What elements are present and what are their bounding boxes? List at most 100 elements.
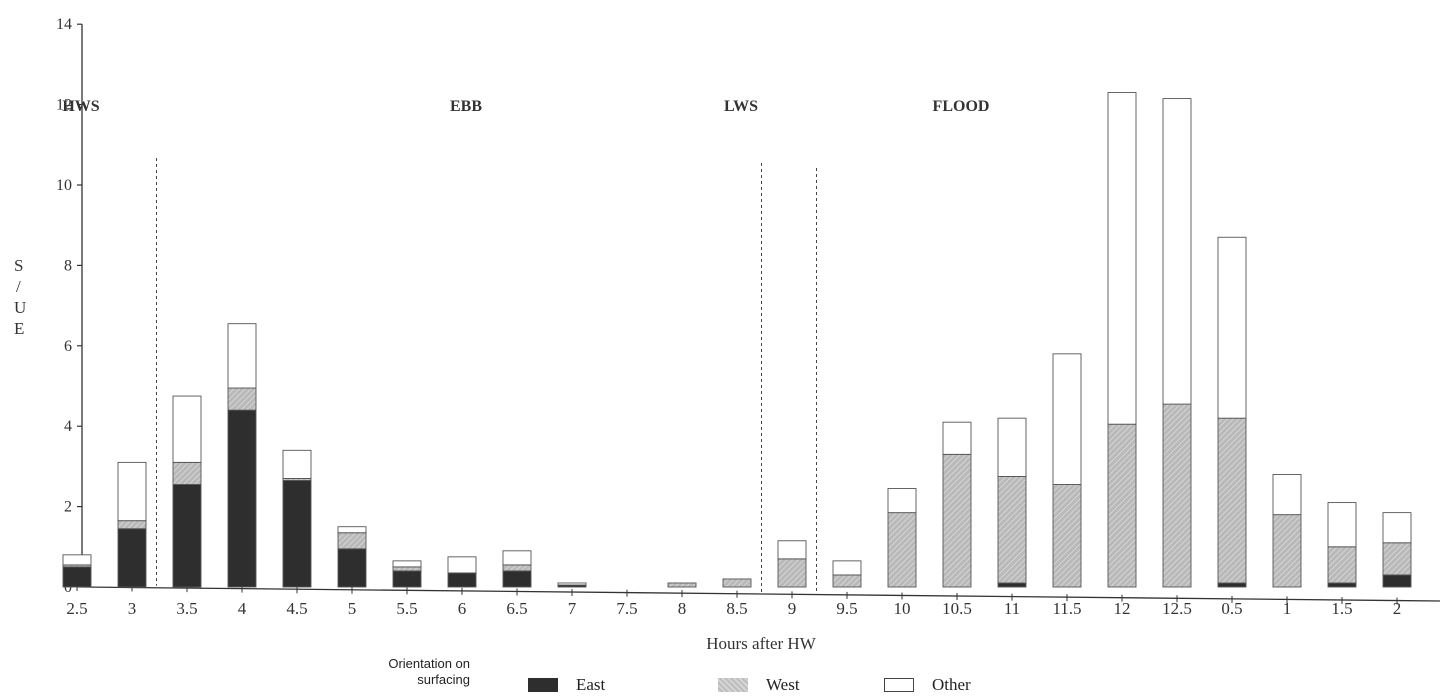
- x-tick-label: 1.5: [1331, 599, 1352, 618]
- bar-segment-other: [887, 488, 917, 514]
- bar-segment-other: [117, 461, 147, 522]
- x-tick-label: 3: [128, 599, 137, 618]
- bar-segment-east: [447, 572, 477, 588]
- legend-label-east: East: [576, 675, 606, 694]
- phase-label: EBB: [450, 98, 482, 115]
- legend-item-east: East: [528, 674, 605, 696]
- x-tick-label: 6: [458, 599, 467, 618]
- legend-swatch-west: [718, 678, 748, 692]
- legend-item-other: Other: [884, 674, 971, 696]
- bar-segment-other: [227, 323, 257, 389]
- bar-segment-other: [942, 421, 972, 455]
- x-tick-label: 1: [1283, 599, 1292, 618]
- bar-segment-east: [392, 570, 422, 588]
- bar-segment-west: [227, 387, 257, 411]
- bar-segment-other: [447, 556, 477, 574]
- bar-segment-east: [1217, 582, 1247, 588]
- bars: [62, 92, 1412, 588]
- bar-segment-east: [1327, 582, 1357, 588]
- x-tick-label: 8: [678, 599, 687, 618]
- y-tick-label: 12: [56, 97, 72, 114]
- y-tick-label: 10: [56, 177, 72, 194]
- bar-segment-west: [1272, 514, 1302, 588]
- x-axis-label: Hours after HW: [706, 634, 816, 653]
- x-tick-label: 2: [1393, 599, 1402, 618]
- bar-segment-east: [1382, 574, 1412, 588]
- legend-title: Orientation on surfacing: [330, 656, 470, 688]
- phase-dividers: [156, 158, 817, 593]
- bar-segment-west: [1327, 546, 1357, 584]
- bar-segment-other: [1217, 236, 1247, 419]
- x-tick-label: 12: [1114, 599, 1131, 618]
- bar-segment-west: [722, 578, 752, 588]
- bar-segment-east: [337, 548, 367, 588]
- bar-segment-other: [337, 526, 367, 534]
- y-tick-label: 8: [64, 257, 72, 274]
- bar-segment-other: [1162, 98, 1192, 405]
- bar-segment-west: [117, 520, 147, 530]
- bar-segment-other: [282, 449, 312, 479]
- bar-segment-west: [667, 582, 697, 588]
- y-tick-label: 14: [56, 16, 72, 33]
- legend-swatch-east: [528, 678, 558, 692]
- bar-segment-other: [1382, 512, 1412, 544]
- bar-segment-west: [942, 453, 972, 588]
- bar-segment-west: [997, 476, 1027, 584]
- bar-segment-west: [1217, 417, 1247, 584]
- legend-title-line2: surfacing: [417, 672, 470, 687]
- x-tick-label: 4: [238, 599, 247, 618]
- bar-segment-west: [502, 564, 532, 572]
- legend: Orientation on surfacing East West Other: [0, 656, 1440, 700]
- legend-label-other: Other: [932, 675, 971, 694]
- legend-item-west: West: [718, 674, 800, 696]
- bar-segment-west: [392, 566, 422, 572]
- y-tick-label: 2: [64, 499, 72, 516]
- y-tick-label: 0: [64, 579, 72, 596]
- x-axis-line: [81, 586, 1440, 602]
- bar-segment-other: [392, 560, 422, 568]
- bar-segment-east: [502, 570, 532, 588]
- x-tick-label: 3.5: [176, 599, 197, 618]
- x-tick-label: 5: [348, 599, 357, 618]
- x-tick-label: 8.5: [726, 599, 747, 618]
- bar-segment-west: [1382, 542, 1412, 576]
- x-tick-label: 11.5: [1052, 599, 1081, 618]
- x-tick-label: 7.5: [616, 599, 637, 618]
- bar-segment-west: [1162, 403, 1192, 588]
- x-tick-label: 7: [568, 599, 577, 618]
- bar-segment-east: [997, 582, 1027, 588]
- phase-label: FLOOD: [933, 98, 990, 115]
- x-tick-label: 9.5: [836, 599, 857, 618]
- x-tick-label: 9: [788, 599, 797, 618]
- legend-label-west: West: [766, 675, 800, 694]
- bar-segment-other: [502, 550, 532, 566]
- bar-segment-west: [777, 558, 807, 588]
- bar-segment-west: [832, 574, 862, 588]
- legend-title-line1: Orientation on: [388, 656, 470, 671]
- x-tick-label: 11: [1004, 599, 1020, 618]
- y-tick-label: 4: [64, 418, 72, 435]
- x-tick-label: 0.5: [1221, 599, 1242, 618]
- bar-segment-east: [227, 409, 257, 588]
- bar-segment-other: [997, 417, 1027, 477]
- y-axis-label-e: E: [14, 319, 25, 338]
- y-axis-label-s: S: [14, 256, 24, 275]
- y-tick-label: 6: [64, 338, 72, 355]
- x-tick-label: 12.5: [1162, 599, 1192, 618]
- bar-segment-west: [887, 512, 917, 588]
- bar-segment-west: [337, 532, 367, 550]
- phase-label: LWS: [724, 98, 758, 115]
- bar-segment-east: [282, 480, 312, 588]
- x-tick-label: 5.5: [396, 599, 417, 618]
- x-tick-label: 2.5: [66, 599, 87, 618]
- x-tick-label: 6.5: [506, 599, 527, 618]
- labels: HWS EBB LWS FLOOD: [62, 98, 989, 115]
- bar-segment-other: [832, 560, 862, 576]
- bar-segment-other: [1272, 473, 1302, 516]
- bar-segment-west: [172, 461, 202, 485]
- bar-segment-other: [62, 554, 92, 566]
- bar-segment-east: [62, 566, 92, 588]
- phase-label: HWS: [62, 98, 99, 115]
- bar-segment-west: [1052, 484, 1082, 588]
- bar-segment-other: [172, 395, 202, 463]
